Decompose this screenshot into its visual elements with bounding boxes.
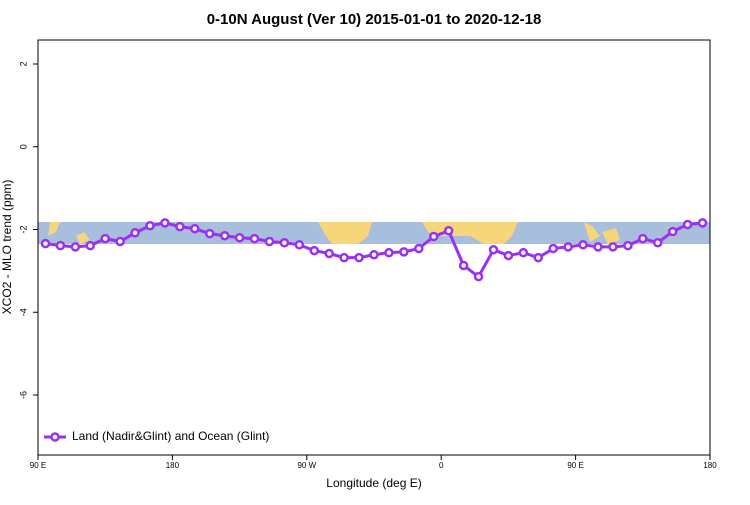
point bbox=[697, 218, 708, 228]
point bbox=[608, 242, 618, 252]
point bbox=[130, 228, 140, 238]
land bbox=[584, 222, 676, 244]
point bbox=[115, 236, 125, 247]
y-tick-label: -4 bbox=[18, 308, 28, 316]
point bbox=[145, 221, 155, 231]
legend-label: Land (Nadir&Glint) and Ocean (Glint) bbox=[72, 429, 269, 443]
point bbox=[458, 260, 469, 271]
point bbox=[488, 245, 499, 255]
y-tick-label: 0 bbox=[18, 144, 28, 149]
point bbox=[667, 226, 678, 237]
point bbox=[623, 240, 633, 251]
point bbox=[593, 242, 603, 252]
point bbox=[249, 233, 260, 244]
point bbox=[234, 233, 245, 243]
point bbox=[219, 230, 230, 241]
point bbox=[175, 221, 185, 232]
x-tick-label: 90 E bbox=[567, 461, 583, 470]
point bbox=[638, 233, 648, 244]
x-tick-label: 180 bbox=[703, 461, 717, 470]
point bbox=[279, 237, 290, 248]
x-axis-label: Longitude (deg E) bbox=[326, 476, 421, 490]
point bbox=[473, 271, 484, 282]
ocean-band bbox=[38, 222, 710, 244]
point bbox=[40, 238, 51, 249]
point bbox=[399, 247, 409, 257]
point bbox=[428, 231, 439, 242]
legend-marker bbox=[50, 432, 60, 442]
point bbox=[518, 247, 529, 258]
point bbox=[443, 225, 454, 236]
plot-frame bbox=[37, 39, 711, 456]
point bbox=[414, 243, 424, 254]
point bbox=[309, 245, 320, 256]
point bbox=[85, 240, 96, 251]
point bbox=[384, 247, 394, 258]
point bbox=[190, 223, 200, 234]
point bbox=[70, 242, 81, 252]
point bbox=[55, 240, 66, 251]
point bbox=[354, 252, 364, 263]
x-tick-label: 90 W bbox=[297, 461, 316, 470]
y-tick-label: -6 bbox=[18, 391, 28, 399]
point bbox=[563, 242, 573, 252]
point bbox=[204, 228, 215, 239]
point bbox=[160, 218, 170, 228]
land bbox=[318, 222, 372, 244]
x-tick-label: 180 bbox=[166, 461, 180, 470]
point bbox=[682, 219, 693, 230]
y-tick-label: 2 bbox=[18, 61, 28, 66]
point bbox=[100, 233, 110, 244]
point bbox=[533, 252, 544, 263]
point bbox=[369, 249, 379, 260]
point bbox=[294, 240, 305, 250]
point bbox=[339, 252, 349, 263]
point bbox=[652, 237, 663, 248]
point bbox=[578, 240, 588, 250]
land bbox=[48, 222, 90, 244]
y-axis-label: XCO2 - MLO trend (ppm) bbox=[0, 180, 14, 315]
x-tick-label: 0 bbox=[439, 461, 444, 470]
point bbox=[264, 236, 275, 247]
y-tick-label: -2 bbox=[18, 225, 28, 233]
x-tick-label: 90 E bbox=[30, 461, 46, 470]
chart-title: 0-10N August (Ver 10) 2015-01-01 to 2020… bbox=[207, 11, 542, 28]
point bbox=[324, 248, 334, 259]
point bbox=[548, 243, 558, 254]
point bbox=[503, 250, 514, 261]
